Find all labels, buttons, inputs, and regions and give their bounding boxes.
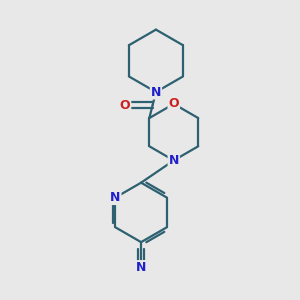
Text: N: N [110,191,121,204]
Text: O: O [120,98,130,112]
Text: O: O [169,98,179,110]
Text: N: N [169,154,179,167]
Text: N: N [136,261,146,274]
Text: N: N [151,85,161,98]
